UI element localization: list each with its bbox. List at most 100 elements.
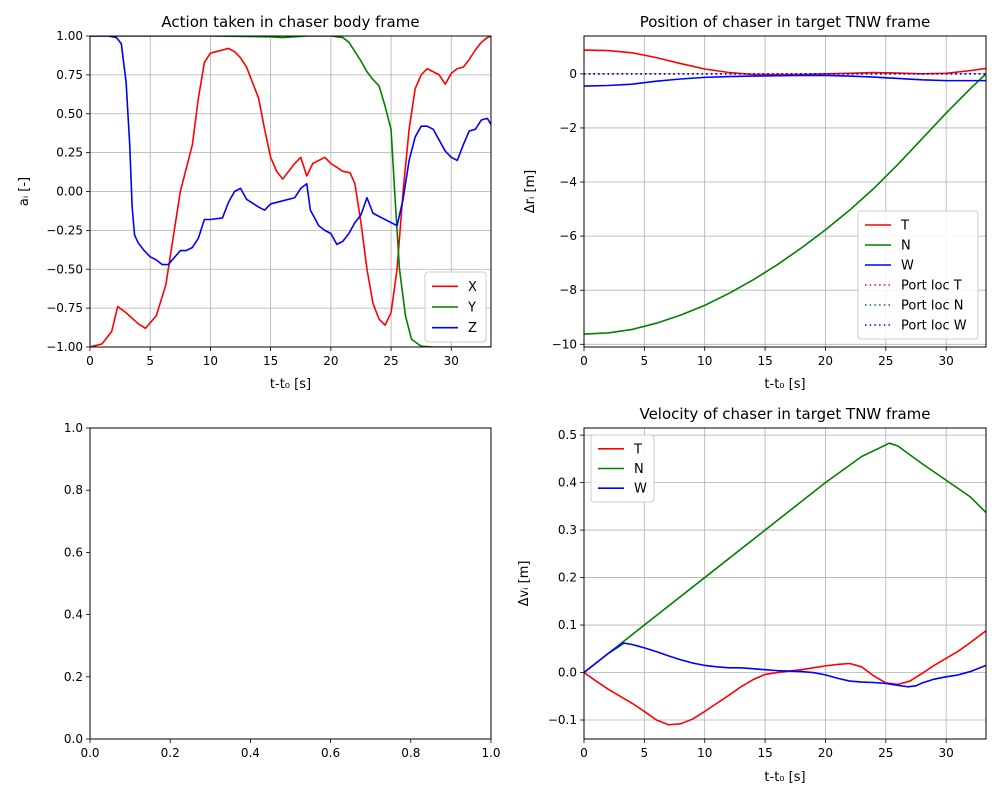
- xtick-label: 20: [818, 354, 833, 368]
- xticks-empty: 0.0 0.2 0.4 0.6 0.8 1.0: [80, 739, 501, 760]
- ytick-label: 0.75: [56, 68, 83, 82]
- series-line-action-x: [90, 36, 491, 347]
- xtick-label: 25: [383, 354, 398, 368]
- axes-frame-empty: [89, 427, 492, 740]
- subplot-velocity: 0 5 10 15 20 25 30 −0.1 0.0 0.1 0.2 0.3 0.4 0.5 Velo…: [517, 405, 987, 785]
- ytick-label: −6: [559, 229, 577, 243]
- xtick-label: 25: [878, 354, 893, 368]
- axes-frame-position: [583, 35, 987, 348]
- xtick-label: 0.2: [161, 746, 180, 760]
- series-line-action-y: [90, 36, 491, 347]
- subplot-empty: 0.0 0.2 0.4 0.6 0.8 1.0 0.0 0.2 0.4 0.6 0.8 1.0: [64, 421, 501, 760]
- legend-action: XYZ: [424, 271, 487, 343]
- ytick-label: 0.50: [56, 107, 83, 121]
- ytick-label: −0.75: [46, 301, 83, 315]
- xtick-label: 0.0: [80, 746, 99, 760]
- ytick-label: 0.25: [56, 146, 83, 160]
- ytick-label: −0.25: [46, 223, 83, 237]
- ytick-label: 1.0: [64, 421, 83, 435]
- xtick-label: 10: [203, 354, 218, 368]
- subplot-action: 0 5 10 15 20 25 30 −1.00 −0.75 −0.50 −0.25 0.00 0.2…: [17, 13, 492, 392]
- xtick-label: 1.0: [481, 746, 500, 760]
- ytick-label: −8: [559, 283, 577, 297]
- ytick-label: 1.00: [56, 29, 83, 43]
- xtick-label: 10: [697, 746, 712, 760]
- ytick-label: −1.00: [46, 340, 83, 354]
- yticks-velocity: −0.1 0.0 0.1 0.2 0.3 0.4 0.5: [548, 428, 584, 727]
- xtick-label: 30: [939, 746, 954, 760]
- xtick-label: 15: [757, 746, 772, 760]
- series-line-velocity-t: [584, 629, 986, 726]
- xticks-action: 0 5 10 15 20 25 30: [86, 347, 459, 368]
- xtick-label: 0.4: [241, 746, 260, 760]
- xlabel-position: t-t₀ [s]: [764, 377, 805, 392]
- title-action: Action taken in chaser body frame: [161, 13, 419, 31]
- series-line-action-z: [90, 36, 491, 266]
- series-velocity: [584, 442, 986, 726]
- legend-velocity: TNW: [590, 434, 655, 503]
- xtick-label: 5: [641, 354, 649, 368]
- ytick-label: −4: [559, 175, 577, 189]
- legend-label: W: [634, 482, 647, 497]
- xtick-label: 0: [580, 746, 588, 760]
- xtick-label: 30: [939, 354, 954, 368]
- ytick-label: 0.4: [558, 476, 577, 490]
- xticks-position: 0 5 10 15 20 25 30: [580, 347, 954, 368]
- legend-label: Port loc W: [901, 319, 967, 334]
- axes-frame-velocity: [583, 427, 987, 740]
- ytick-label: 0.00: [56, 185, 83, 199]
- xtick-label: 20: [323, 354, 338, 368]
- series-line-position-t: [584, 49, 986, 76]
- ytick-label: 0: [569, 67, 577, 81]
- ytick-label: 0.0: [558, 666, 577, 680]
- series-line-velocity-n: [584, 442, 986, 674]
- title-position: Position of chaser in target TNW frame: [640, 13, 931, 31]
- title-velocity: Velocity of chaser in target TNW frame: [639, 405, 930, 423]
- series-line-position-n: [584, 73, 986, 335]
- ytick-label: 0.5: [558, 428, 577, 442]
- xtick-label: 10: [697, 354, 712, 368]
- subplot-position: 0 5 10 15 20 25 30 −10 −8 −6 −4 −2 0 Position of ch…: [523, 13, 987, 392]
- xtick-label: 5: [641, 746, 649, 760]
- yticks-action: −1.00 −0.75 −0.50 −0.25 0.00 0.25 0.50 0.75 1.00: [46, 29, 90, 354]
- series-line-velocity-w: [584, 642, 986, 688]
- xtick-label: 20: [818, 746, 833, 760]
- ytick-label: 0.8: [64, 483, 83, 497]
- ytick-label: 0.2: [64, 670, 83, 684]
- ylabel-velocity: Δvᵢ [m]: [517, 561, 532, 607]
- yticks-empty: 0.0 0.2 0.4 0.6 0.8 1.0: [64, 421, 90, 746]
- ylabel-action: aᵢ [-]: [17, 177, 32, 206]
- legend-label: W: [901, 259, 914, 274]
- legend-label: Port loc T: [901, 279, 962, 294]
- ytick-label: −0.1: [548, 713, 577, 727]
- ytick-label: −2: [559, 121, 577, 135]
- legend-label: N: [634, 462, 644, 477]
- ytick-label: 0.4: [64, 608, 83, 622]
- legend-label: Port loc N: [901, 299, 963, 314]
- ytick-label: 0.0: [64, 732, 83, 746]
- legend-label: Y: [467, 301, 476, 316]
- xtick-label: 0: [86, 354, 94, 368]
- ytick-label: 0.1: [558, 618, 577, 632]
- ytick-label: −0.50: [46, 262, 83, 276]
- legend-label: T: [900, 219, 909, 234]
- legend-label: X: [468, 280, 477, 295]
- legend-label: T: [633, 442, 642, 457]
- xtick-label: 0.8: [401, 746, 420, 760]
- xtick-label: 5: [146, 354, 154, 368]
- xtick-label: 15: [757, 354, 772, 368]
- xticks-velocity: 0 5 10 15 20 25 30: [580, 739, 954, 760]
- xtick-label: 0: [580, 354, 588, 368]
- series-position: [584, 49, 986, 335]
- series-line-position-w: [584, 74, 986, 87]
- ytick-label: 0.3: [558, 523, 577, 537]
- ytick-label: 0.2: [558, 571, 577, 585]
- xlabel-action: t-t₀ [s]: [270, 377, 311, 392]
- ylabel-position: Δrᵢ [m]: [523, 170, 538, 214]
- legend-label: Z: [468, 321, 477, 336]
- legend-position: TNW Port loc T Port loc N Port loc W: [857, 210, 979, 340]
- xtick-label: 15: [263, 354, 278, 368]
- ytick-label: −10: [552, 337, 577, 351]
- xtick-label: 30: [444, 354, 459, 368]
